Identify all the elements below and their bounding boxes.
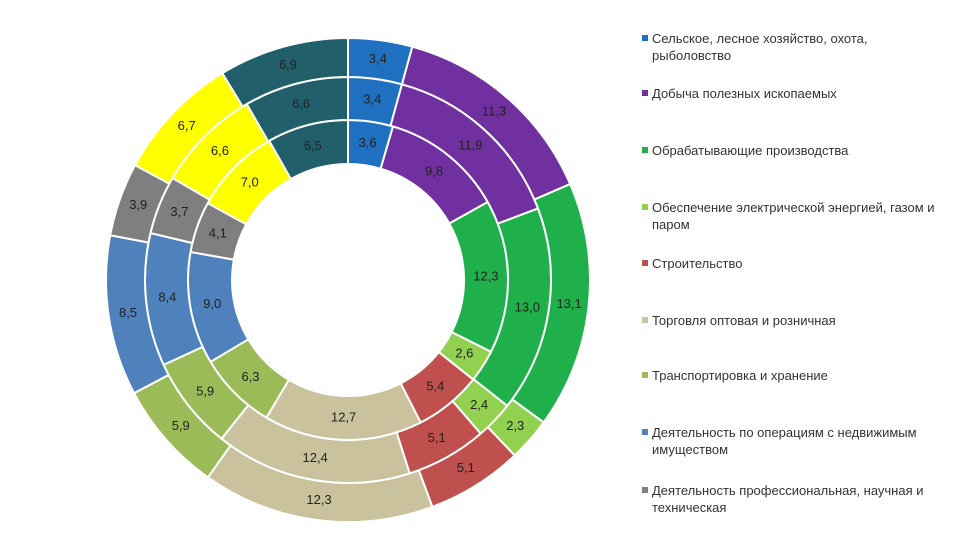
data-label: 5,4 xyxy=(426,378,444,393)
data-label: 3,9 xyxy=(129,197,147,212)
data-label: 12,3 xyxy=(473,268,498,283)
legend-label: Обеспечение электрической энергией, газо… xyxy=(652,200,935,232)
legend-swatch xyxy=(642,147,648,153)
legend-swatch xyxy=(642,90,648,96)
legend-entry: Обрабатывающие производства xyxy=(642,142,942,159)
legend-label: Торговля оптовая и розничная xyxy=(652,313,836,328)
legend-entry: Деятельность по операциям с недвижимым и… xyxy=(642,424,942,458)
data-label: 12,3 xyxy=(306,492,331,507)
legend-entry: Деятельность профессиональная, научная и… xyxy=(642,482,942,516)
data-label: 6,6 xyxy=(292,96,310,111)
legend-label: Транспортировка и хранение xyxy=(652,368,828,383)
data-label: 5,9 xyxy=(196,383,214,398)
data-label: 12,7 xyxy=(331,409,356,424)
legend-entry: Торговля оптовая и розничная xyxy=(642,312,942,329)
data-label: 4,1 xyxy=(209,226,227,241)
legend-swatch xyxy=(642,260,648,266)
data-label: 9,8 xyxy=(425,164,443,179)
data-label: 5,1 xyxy=(428,430,446,445)
data-label: 6,9 xyxy=(279,57,297,72)
data-label: 6,3 xyxy=(241,369,259,384)
legend-swatch xyxy=(642,35,648,41)
legend-label: Деятельность профессиональная, научная и… xyxy=(652,483,924,515)
data-label: 7,0 xyxy=(241,175,259,190)
data-label: 6,5 xyxy=(304,138,322,153)
legend-swatch xyxy=(642,372,648,378)
data-label: 5,1 xyxy=(457,460,475,475)
legend-swatch xyxy=(642,204,648,210)
donut-segment xyxy=(220,36,349,108)
data-label: 2,4 xyxy=(470,397,488,412)
data-label: 8,5 xyxy=(119,305,137,320)
data-label: 11,3 xyxy=(482,104,506,119)
data-label: 6,7 xyxy=(178,118,196,133)
data-label: 13,0 xyxy=(515,299,540,314)
data-label: 11,9 xyxy=(458,137,482,152)
legend-entry: Строительство xyxy=(642,255,942,272)
legend-swatch xyxy=(642,429,648,435)
data-label: 3,7 xyxy=(170,204,188,219)
legend-label: Добыча полезных ископаемых xyxy=(652,86,837,101)
data-label: 6,6 xyxy=(211,143,229,158)
data-label: 12,4 xyxy=(302,450,327,465)
data-label: 2,3 xyxy=(506,418,524,433)
data-label: 13,1 xyxy=(556,296,581,311)
data-label: 3,4 xyxy=(363,92,381,107)
legend-entry: Обеспечение электрической энергией, газо… xyxy=(642,199,942,233)
legend-label: Обрабатывающие производства xyxy=(652,143,849,158)
legend-label: Строительство xyxy=(652,256,743,271)
legend-label: Сельское, лесное хозяйство, охота, рыбол… xyxy=(652,31,868,63)
legend-entry: Добыча полезных ископаемых xyxy=(642,85,942,102)
legend-entry: Транспортировка и хранение xyxy=(642,367,942,384)
data-label: 5,9 xyxy=(172,418,190,433)
data-label: 3,4 xyxy=(369,51,387,66)
legend-entry: Сельское, лесное хозяйство, охота, рыбол… xyxy=(642,30,942,64)
data-label: 2,6 xyxy=(455,346,473,361)
legend-label: Деятельность по операциям с недвижимым и… xyxy=(652,425,917,457)
data-label: 3,6 xyxy=(359,135,377,150)
legend-swatch xyxy=(642,487,648,493)
data-label: 8,4 xyxy=(158,289,176,304)
data-label: 9,0 xyxy=(203,296,221,311)
legend-swatch xyxy=(642,317,648,323)
